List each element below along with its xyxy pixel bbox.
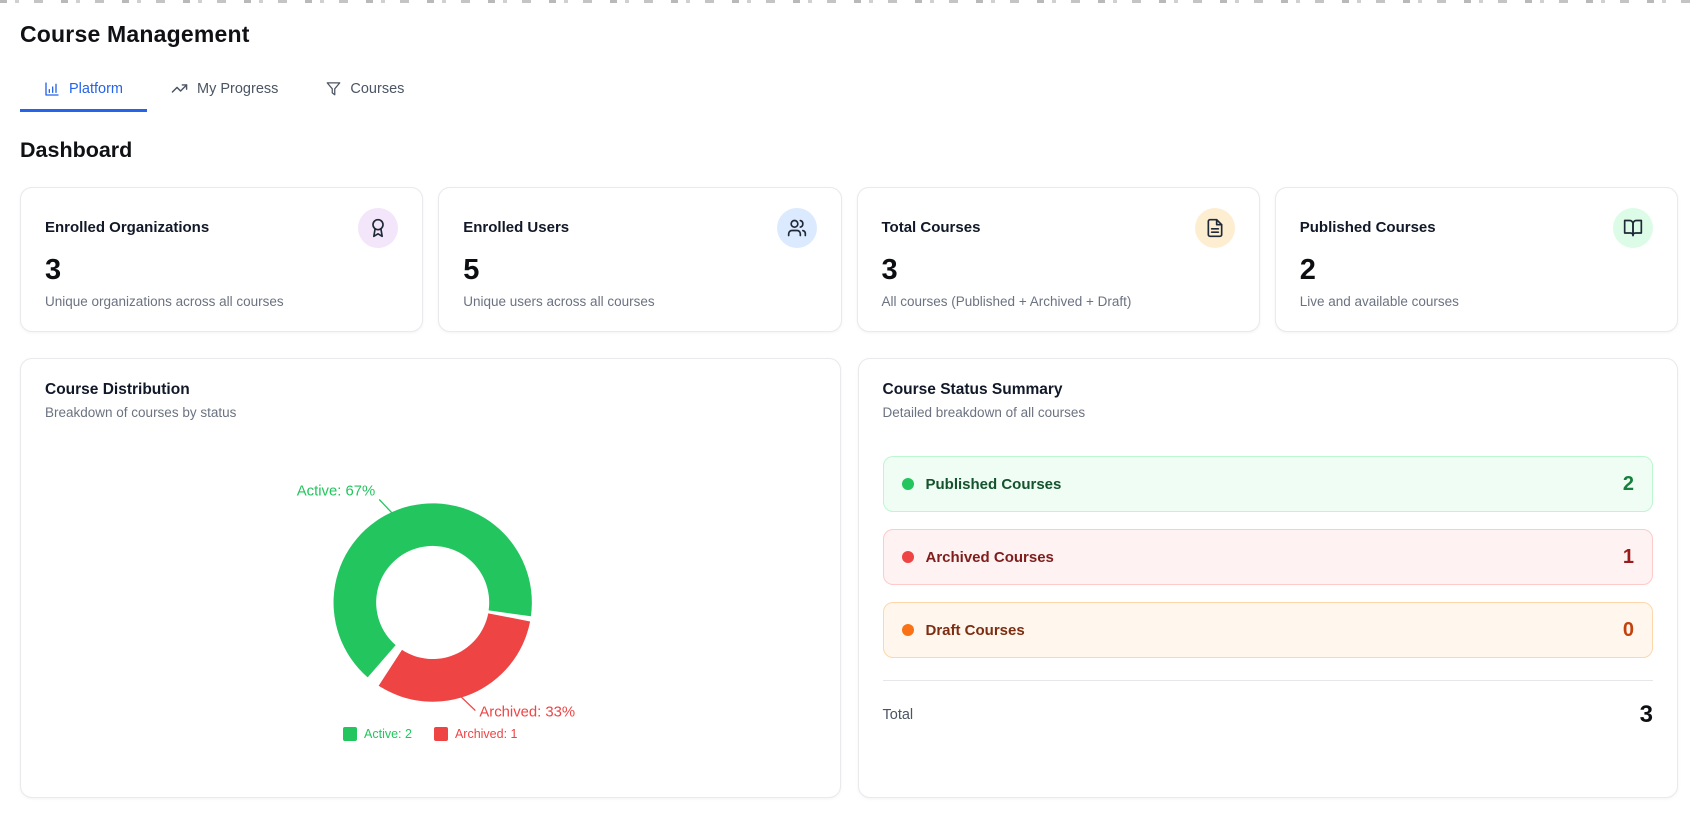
section-heading: Dashboard: [20, 138, 133, 162]
legend-label: Archived: 1: [454, 727, 518, 742]
summary-rows: Published Courses 2 Archived Courses 1 D…: [882, 456, 1653, 658]
legend-swatch-archived: [433, 727, 448, 742]
tab-label: My Progress: [197, 80, 279, 97]
stat-description: Unique users across all courses: [463, 294, 655, 309]
stat-value: 3: [45, 254, 62, 286]
file-text-icon: [1194, 208, 1235, 248]
summary-row-draft[interactable]: Draft Courses 0: [882, 602, 1653, 658]
stat-description: All courses (Published + Archived + Draf…: [881, 294, 1132, 309]
donut-chart: Active: 67% Archived: 33%: [45, 426, 816, 725]
stat-title: Enrolled Organizations: [45, 219, 210, 236]
donut-chart-svg: Active: 67% Archived: 33%: [297, 483, 575, 721]
summary-row-published[interactable]: Published Courses 2: [882, 456, 1653, 512]
stat-description: Unique organizations across all courses: [45, 294, 284, 309]
stat-card-enrolled-organizations: Enrolled Organizations 3 Unique organiza…: [20, 187, 424, 332]
bottom-grid: Course Distribution Breakdown of courses…: [20, 358, 1678, 798]
summary-row-archived[interactable]: Archived Courses 1: [882, 529, 1653, 585]
distribution-subtitle: Breakdown of courses by status: [45, 405, 237, 420]
stat-card-published-courses: Published Courses 2 Live and available c…: [1274, 187, 1678, 332]
tab-my-progress[interactable]: My Progress: [147, 72, 302, 112]
users-icon: [776, 208, 817, 248]
tab-label: Platform: [69, 80, 123, 97]
page-title: Course Management: [20, 21, 250, 47]
distribution-title: Course Distribution: [45, 381, 190, 398]
summary-divider: [882, 680, 1653, 681]
archived-status-dot: [901, 551, 914, 563]
course-status-summary-card: Course Status Summary Detailed breakdown…: [857, 358, 1678, 798]
total-value: 3: [1639, 701, 1653, 728]
page: Course Management Platform My Progress: [0, 21, 1696, 798]
summary-subtitle: Detailed breakdown of all courses: [882, 405, 1086, 420]
stat-value: 5: [463, 254, 480, 286]
legend-swatch-active: [343, 727, 358, 742]
row-value: 1: [1622, 545, 1634, 568]
stat-card-total-courses: Total Courses 3 All courses (Published +…: [856, 187, 1260, 332]
tab-label: Courses: [350, 80, 405, 97]
course-distribution-card: Course Distribution Breakdown of courses…: [20, 358, 841, 798]
stat-value: 3: [881, 254, 898, 286]
award-icon: [358, 208, 399, 248]
stat-title: Enrolled Users: [463, 219, 570, 236]
legend-item-active[interactable]: Active: 2: [343, 727, 412, 742]
draft-status-dot: [901, 624, 914, 636]
svg-text:Archived: 33%: Archived: 33%: [479, 705, 575, 721]
chart-column-icon: [44, 81, 60, 97]
row-label: Published Courses: [925, 475, 1062, 493]
published-status-dot: [901, 478, 914, 490]
trending-up-icon: [171, 80, 188, 97]
legend-label: Active: 2: [364, 727, 412, 742]
stat-description: Live and available courses: [1299, 294, 1459, 309]
funnel-icon: [326, 81, 341, 96]
row-value: 2: [1622, 472, 1634, 495]
tab-platform[interactable]: Platform: [20, 72, 147, 112]
row-value: 0: [1622, 618, 1634, 641]
total-row: Total 3: [883, 701, 1654, 729]
summary-title: Course Status Summary: [882, 381, 1063, 398]
tab-courses[interactable]: Courses: [302, 72, 428, 112]
stat-card-enrolled-users: Enrolled Users 5 Unique users across all…: [438, 187, 842, 332]
stat-title: Published Courses: [1299, 219, 1436, 236]
stats-grid: Enrolled Organizations 3 Unique organiza…: [20, 187, 1678, 332]
tab-bar: Platform My Progress Courses: [20, 72, 1678, 112]
stat-title: Total Courses: [881, 219, 981, 236]
top-clipped-text-artifact: [0, 0, 1696, 3]
book-open-icon: [1613, 208, 1653, 248]
total-label: Total: [882, 707, 914, 723]
svg-text:Active: 67%: Active: 67%: [297, 483, 375, 499]
row-label: Draft Courses: [925, 621, 1025, 639]
chart-legend: Active: 2 Archived: 1: [45, 727, 816, 742]
row-label: Archived Courses: [925, 548, 1054, 566]
stat-value: 2: [1299, 254, 1316, 286]
legend-item-archived[interactable]: Archived: 1: [433, 727, 518, 742]
